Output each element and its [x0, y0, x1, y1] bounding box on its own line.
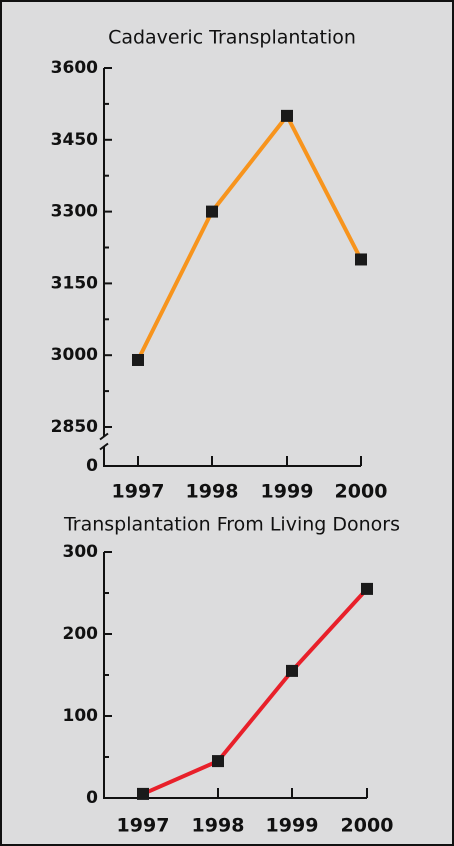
- y-tick-label: 3300: [51, 202, 98, 222]
- y-tick-label: 0: [86, 788, 98, 808]
- marker: [212, 755, 224, 768]
- y-tick-label: 3000: [51, 345, 98, 365]
- x-tick-label: 1998: [192, 815, 245, 837]
- y-tick-label: 3450: [51, 130, 98, 150]
- chart-title: Transplantation From Living Donors: [63, 514, 400, 536]
- y-tick-label: 0: [86, 456, 98, 476]
- marker: [206, 205, 218, 218]
- y-tick-label: 3600: [51, 58, 98, 78]
- y-tick-label: 300: [63, 542, 99, 562]
- x-tick-label: 2000: [341, 815, 394, 837]
- marker: [355, 253, 367, 266]
- x-tick-label: 2000: [335, 481, 388, 503]
- axis-break: [99, 432, 109, 451]
- marker: [132, 353, 144, 366]
- line: [142, 587, 369, 796]
- y-tick-label: 100: [63, 706, 99, 726]
- x-tick-label: 1999: [266, 815, 319, 837]
- x-tick-label: 1999: [261, 481, 314, 503]
- x-tick-label: 1997: [117, 815, 170, 837]
- y-tick-label: 200: [63, 624, 99, 644]
- y-tick-label: 2850: [51, 417, 98, 437]
- x-tick-label: 1997: [112, 481, 165, 503]
- marker: [286, 664, 298, 677]
- marker: [281, 109, 293, 122]
- line: [136, 112, 363, 361]
- marker: [137, 787, 149, 800]
- y-tick-label: 3150: [51, 273, 98, 293]
- chart-title: Cadaveric Transplantation: [108, 27, 356, 49]
- marker: [361, 582, 373, 595]
- x-tick-label: 1998: [186, 481, 239, 503]
